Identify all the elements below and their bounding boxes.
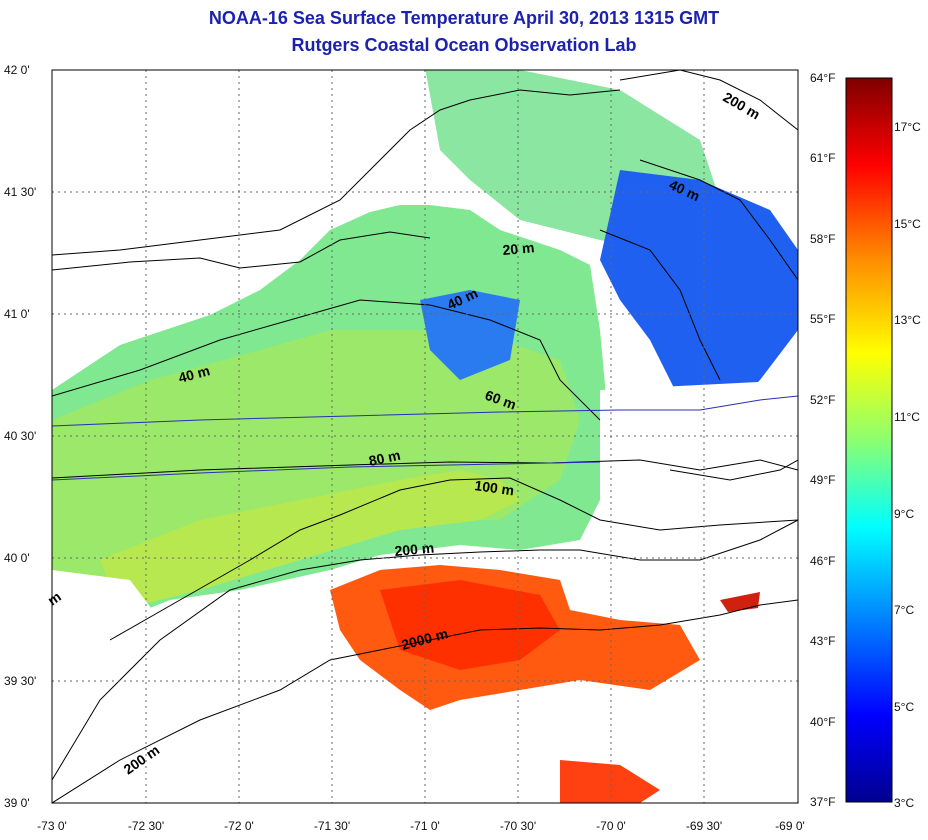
map-subtitle: Rutgers Coastal Ocean Observation Lab: [291, 35, 637, 55]
contour-label-200m-ne: 200 m: [721, 89, 763, 123]
lon-tick: -73 0': [37, 819, 67, 833]
contour-label-80m: 80 m: [367, 447, 402, 469]
colorbar-fahrenheit-labels: 64°F 61°F 58°F 55°F 52°F 49°F 46°F 43°F …: [810, 71, 835, 809]
celsius-label: 7°C: [894, 603, 914, 617]
contour-label-40m-west: 40 m: [177, 362, 212, 386]
bathymetry-contours: [52, 70, 798, 803]
fahrenheit-label: 40°F: [810, 715, 835, 729]
lat-tick: 41 0': [4, 307, 30, 321]
contour-label-100m: 100 m: [474, 477, 516, 498]
celsius-label: 9°C: [894, 507, 914, 521]
celsius-label: 17°C: [894, 120, 921, 134]
fahrenheit-label: 55°F: [810, 312, 835, 326]
celsius-label: 11°C: [894, 410, 920, 424]
lon-tick: -71 0': [410, 819, 440, 833]
graticule: [52, 70, 798, 803]
lat-axis: 42 0' 41 30' 41 0' 40 30' 40 0' 39 30' 3…: [4, 63, 36, 810]
lon-tick: -72 0': [224, 819, 254, 833]
lat-tick: 39 0': [4, 796, 30, 810]
lon-tick: -71 30': [314, 819, 350, 833]
lat-tick: 40 0': [4, 551, 30, 565]
fahrenheit-label: 43°F: [810, 634, 835, 648]
map-title: NOAA-16 Sea Surface Temperature April 30…: [208, 8, 720, 28]
lon-tick: -69 0': [775, 819, 805, 833]
fahrenheit-label: 61°F: [810, 151, 835, 165]
contour-label-200m-mid: 200 m: [394, 540, 435, 559]
contour-label-20m: 20 m: [502, 239, 535, 258]
lon-tick: -70 30': [500, 819, 536, 833]
lat-tick: 39 30': [4, 674, 36, 688]
lat-tick: 42 0': [4, 63, 30, 77]
lat-tick: 41 30': [4, 185, 36, 199]
fahrenheit-label: 58°F: [810, 232, 835, 246]
sst-field: [52, 70, 798, 803]
lat-tick: 40 30': [4, 429, 36, 443]
celsius-label: 5°C: [894, 700, 914, 714]
fahrenheit-label: 49°F: [810, 473, 835, 487]
celsius-label: 13°C: [894, 313, 921, 327]
map-frame: [51, 69, 799, 804]
lon-tick: -70 0': [596, 819, 626, 833]
lon-axis: -73 0' -72 30' -72 0' -71 30' -71 0' -70…: [37, 819, 805, 833]
celsius-label: 15°C: [894, 217, 921, 231]
fahrenheit-label: 64°F: [810, 71, 835, 85]
colorbar: [845, 77, 893, 803]
lon-tick: -69 30': [686, 819, 722, 833]
fahrenheit-label: 37°F: [810, 795, 835, 809]
colorbar-celsius-labels: 17°C 15°C 13°C 11°C 9°C 7°C 5°C 3°C: [894, 120, 921, 810]
fahrenheit-label: 52°F: [810, 393, 835, 407]
lon-tick: -72 30': [128, 819, 164, 833]
celsius-label: 3°C: [894, 796, 914, 810]
fahrenheit-label: 46°F: [810, 554, 835, 568]
